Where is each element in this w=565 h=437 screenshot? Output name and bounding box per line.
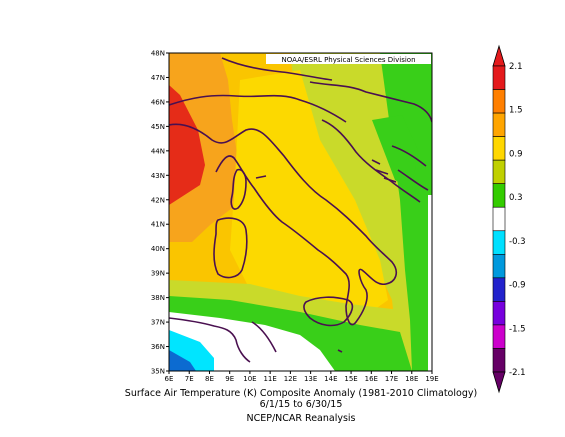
lat-tick-label: 48N <box>151 50 165 58</box>
italy-coastline <box>169 123 398 326</box>
colorbar-segment <box>492 348 506 373</box>
colorbar-label: 1.5 <box>509 106 523 116</box>
colorbar-label: 0.3 <box>509 193 523 203</box>
lat-tick-label: 41N <box>151 221 165 229</box>
lon-tick-label: 8E <box>205 375 214 383</box>
colorbar-segment <box>492 254 506 279</box>
colorbar: 2.1 1.5 0.9 0.3 -0.3 -0.9 -1.5 -2.1 <box>492 44 526 394</box>
lon-tick-label: 6E <box>165 375 174 383</box>
sicily <box>303 296 354 327</box>
lat-tick-label: 42N <box>151 196 165 204</box>
corsica <box>230 168 247 210</box>
anomaly-fill-blue-sw <box>169 350 196 371</box>
northern-border <box>221 57 333 81</box>
lat-tick-label: 39N <box>151 270 165 278</box>
lat-tick-label: 40N <box>151 245 165 253</box>
colorbar-segment <box>492 206 506 232</box>
colorbar-label: 2.1 <box>509 62 523 72</box>
longitude-axis: 6E 7E 8E 9E 10E 11E 12E 13E 14E 15E 16E 17E 18E 19E <box>165 371 439 383</box>
latitude-axis: 48N 47N 46N 45N 44N 43N 42N 41N 40N 39N 38N 37N 36N 3… <box>151 50 169 376</box>
colorbar-label: 0.9 <box>509 149 523 159</box>
malta <box>337 349 343 353</box>
lon-tick-label: 19E <box>425 375 438 383</box>
lon-tick-label: 13E <box>304 375 317 383</box>
colorbar-label: -0.9 <box>509 281 526 291</box>
credit-box <box>266 54 431 64</box>
colorbar-segment <box>492 324 506 349</box>
lat-tick-label: 43N <box>151 172 165 180</box>
lon-tick-label: 18E <box>405 375 418 383</box>
tunisia-coast <box>251 321 277 353</box>
lon-tick-label: 11E <box>263 375 276 383</box>
map-plot-area <box>169 53 432 371</box>
north-africa-coast <box>169 317 251 363</box>
lon-tick-label: 15E <box>344 375 357 383</box>
colorbar-bottom-arrow <box>492 371 506 394</box>
caption-title: Surface Air Temperature (K) Composite An… <box>125 388 477 399</box>
croatian-islands <box>371 159 397 183</box>
lat-tick-label: 36N <box>151 343 165 351</box>
colorbar-segment <box>492 277 506 302</box>
sardinia <box>213 217 248 279</box>
alps-border <box>169 94 347 123</box>
lat-tick-label: 46N <box>151 98 165 106</box>
lon-tick-label: 14E <box>324 375 337 383</box>
caption-dataset: NCEP/NCAR Reanalysis <box>246 413 355 424</box>
lon-tick-label: 12E <box>284 375 297 383</box>
plot-frame <box>168 52 433 372</box>
lon-tick-label: 9E <box>225 375 234 383</box>
colorbar-segment <box>492 65 506 90</box>
lon-tick-label: 17E <box>385 375 398 383</box>
lat-tick-label: 37N <box>151 319 165 327</box>
lat-tick-label: 44N <box>151 147 165 155</box>
balkan-inland <box>391 145 429 191</box>
colorbar-segment <box>492 301 506 326</box>
caption-dates: 6/1/15 to 6/30/15 <box>260 399 343 410</box>
balkan-border <box>309 81 432 123</box>
colorbar-label: -0.3 <box>509 237 526 247</box>
colorbar-segment <box>492 136 506 161</box>
anomaly-fill-red-nw <box>169 85 205 205</box>
adriatic-east-coast <box>321 119 421 203</box>
colorbar-segment <box>492 112 506 137</box>
elba <box>255 175 267 179</box>
colorbar-segment <box>492 183 506 208</box>
lon-tick-label: 7E <box>185 375 194 383</box>
colorbar-label: -1.5 <box>509 324 526 334</box>
lon-tick-label: 16E <box>365 375 378 383</box>
lat-tick-label: 35N <box>151 368 165 376</box>
lat-tick-label: 38N <box>151 294 165 302</box>
colorbar-segment <box>492 159 506 184</box>
anomaly-fill-white-east <box>428 195 432 371</box>
anomaly-fill-yellow-central <box>230 70 388 320</box>
anomaly-fill-green-balkan <box>372 115 418 190</box>
colorbar-top-arrow <box>492 44 506 67</box>
lon-tick-label: 10E <box>243 375 256 383</box>
lat-tick-label: 45N <box>151 123 165 131</box>
colorbar-label: -2.1 <box>509 368 526 378</box>
credit-text: NOAA/ESRL Physical Sciences Division <box>281 56 415 64</box>
colorbar-segment <box>492 230 506 255</box>
colorbar-segment <box>492 89 506 114</box>
coastlines <box>169 57 432 363</box>
lat-tick-label: 47N <box>151 74 165 82</box>
